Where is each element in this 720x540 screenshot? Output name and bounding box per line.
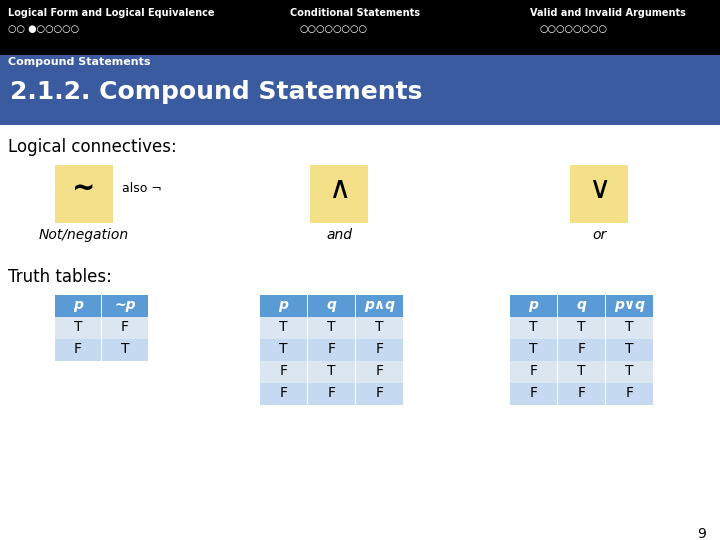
Text: F: F [74, 342, 82, 356]
FancyBboxPatch shape [55, 295, 101, 317]
Text: T: T [73, 320, 82, 334]
Text: q: q [327, 298, 336, 312]
Text: F: F [279, 386, 287, 400]
Text: p∨q: p∨q [614, 298, 645, 312]
Text: F: F [328, 342, 336, 356]
FancyBboxPatch shape [606, 339, 653, 361]
Text: p∧q: p∧q [364, 298, 395, 312]
FancyBboxPatch shape [260, 383, 307, 405]
FancyBboxPatch shape [356, 339, 403, 361]
Text: T: T [625, 320, 634, 334]
FancyBboxPatch shape [55, 317, 101, 339]
Text: or: or [592, 228, 606, 242]
Text: q: q [577, 298, 586, 312]
FancyBboxPatch shape [55, 339, 101, 361]
FancyBboxPatch shape [0, 0, 720, 55]
FancyBboxPatch shape [606, 361, 653, 383]
Text: F: F [376, 386, 384, 400]
FancyBboxPatch shape [510, 317, 557, 339]
Text: p: p [279, 298, 289, 312]
FancyBboxPatch shape [606, 317, 653, 339]
Text: T: T [279, 320, 288, 334]
Text: F: F [376, 364, 384, 378]
FancyBboxPatch shape [260, 317, 307, 339]
FancyBboxPatch shape [260, 339, 307, 361]
Text: Compound Statements: Compound Statements [8, 57, 150, 67]
FancyBboxPatch shape [102, 317, 148, 339]
Text: T: T [328, 364, 336, 378]
FancyBboxPatch shape [510, 383, 557, 405]
Text: ○○○○○○○○: ○○○○○○○○ [540, 24, 608, 34]
Text: p: p [73, 298, 83, 312]
FancyBboxPatch shape [102, 295, 148, 317]
Text: ∧: ∧ [328, 174, 350, 204]
Text: F: F [529, 386, 538, 400]
Text: Truth tables:: Truth tables: [8, 268, 112, 286]
Text: F: F [121, 320, 129, 334]
Text: and: and [326, 228, 352, 242]
Text: F: F [577, 342, 585, 356]
Text: T: T [529, 320, 538, 334]
Text: also ¬: also ¬ [122, 183, 162, 195]
Text: T: T [577, 364, 586, 378]
Text: Conditional Statements: Conditional Statements [290, 8, 420, 18]
Text: ~p: ~p [114, 298, 136, 312]
Text: T: T [279, 342, 288, 356]
FancyBboxPatch shape [558, 339, 605, 361]
Text: F: F [328, 386, 336, 400]
FancyBboxPatch shape [606, 295, 653, 317]
FancyBboxPatch shape [570, 165, 628, 223]
Text: ~: ~ [72, 175, 96, 203]
Text: T: T [625, 342, 634, 356]
Text: ∨: ∨ [588, 174, 610, 204]
Text: T: T [577, 320, 586, 334]
FancyBboxPatch shape [308, 317, 355, 339]
Text: F: F [376, 342, 384, 356]
FancyBboxPatch shape [102, 339, 148, 361]
Text: T: T [529, 342, 538, 356]
FancyBboxPatch shape [308, 339, 355, 361]
FancyBboxPatch shape [510, 339, 557, 361]
FancyBboxPatch shape [510, 295, 557, 317]
FancyBboxPatch shape [558, 361, 605, 383]
FancyBboxPatch shape [310, 165, 368, 223]
Text: ○○○○○○○○: ○○○○○○○○ [300, 24, 368, 34]
FancyBboxPatch shape [55, 165, 113, 223]
Text: Logical Form and Logical Equivalence: Logical Form and Logical Equivalence [8, 8, 215, 18]
Text: T: T [328, 320, 336, 334]
FancyBboxPatch shape [558, 383, 605, 405]
FancyBboxPatch shape [0, 75, 720, 125]
FancyBboxPatch shape [260, 295, 307, 317]
FancyBboxPatch shape [558, 317, 605, 339]
FancyBboxPatch shape [356, 295, 403, 317]
Text: ○○ ●○○○○○: ○○ ●○○○○○ [8, 24, 79, 34]
Text: Not/negation: Not/negation [39, 228, 129, 242]
Text: F: F [626, 386, 634, 400]
Text: F: F [577, 386, 585, 400]
FancyBboxPatch shape [510, 361, 557, 383]
Text: T: T [121, 342, 130, 356]
FancyBboxPatch shape [260, 361, 307, 383]
FancyBboxPatch shape [356, 383, 403, 405]
FancyBboxPatch shape [606, 383, 653, 405]
Text: F: F [529, 364, 538, 378]
FancyBboxPatch shape [308, 295, 355, 317]
Text: F: F [279, 364, 287, 378]
FancyBboxPatch shape [558, 295, 605, 317]
Text: T: T [625, 364, 634, 378]
Text: p: p [528, 298, 539, 312]
Text: 2.1.2. Compound Statements: 2.1.2. Compound Statements [10, 80, 423, 104]
Text: Logical connectives:: Logical connectives: [8, 138, 176, 156]
FancyBboxPatch shape [356, 317, 403, 339]
FancyBboxPatch shape [308, 383, 355, 405]
FancyBboxPatch shape [308, 361, 355, 383]
FancyBboxPatch shape [356, 361, 403, 383]
Text: 9: 9 [697, 527, 706, 540]
Text: Valid and Invalid Arguments: Valid and Invalid Arguments [530, 8, 686, 18]
Text: T: T [375, 320, 384, 334]
FancyBboxPatch shape [0, 55, 720, 75]
